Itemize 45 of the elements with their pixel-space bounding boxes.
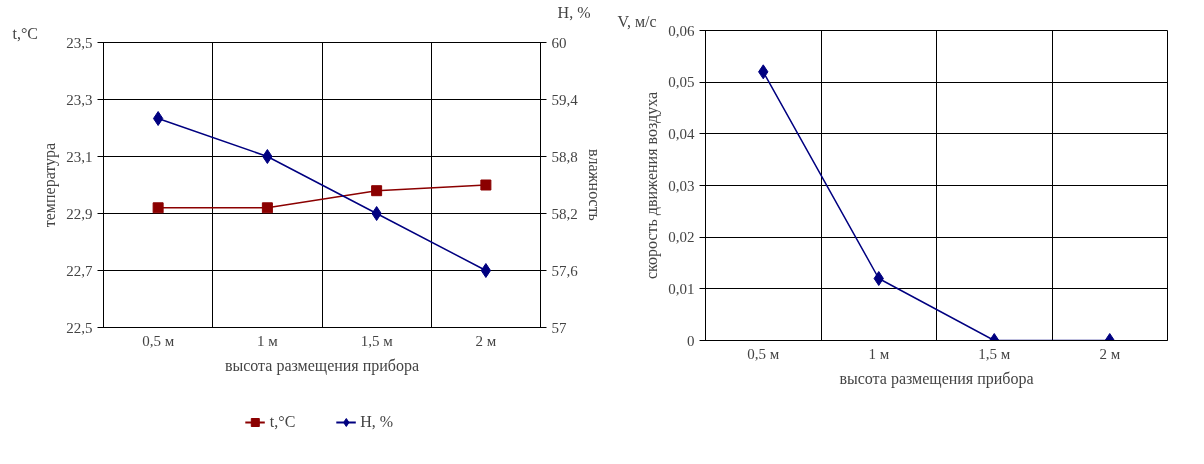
point	[152, 111, 164, 126]
legend-label: H, %	[360, 413, 394, 431]
point	[480, 263, 492, 278]
y-tick-label: 22,5	[66, 319, 93, 336]
y-tick-label: 0,02	[668, 229, 695, 246]
x-tick-label: 2 м	[475, 332, 497, 349]
y2-tick-label: 58,2	[551, 205, 578, 222]
point	[480, 179, 492, 191]
y-tick-label: 22,9	[66, 205, 93, 222]
y-tick-label: 23,5	[66, 34, 93, 51]
text: V, м/с	[617, 12, 657, 30]
y-axis-title: скорость движения воздуха	[643, 91, 662, 280]
y-axis-title: температура	[41, 142, 60, 228]
y2-tick-label: 58,8	[551, 148, 578, 165]
x-tick-label: 2 м	[1099, 345, 1121, 362]
y2-tick-label: 57,6	[551, 262, 579, 279]
point	[152, 202, 164, 214]
x-tick-label: 1 м	[868, 345, 890, 362]
y-tick-label: 0,05	[668, 74, 695, 91]
y-tick-label: 22,7	[66, 262, 93, 279]
legend-label: t,°C	[269, 413, 296, 431]
x-axis-title: высота размещения прибора	[224, 356, 420, 375]
y-tick-label: 0	[687, 332, 695, 349]
x-axis-title: высота размещения прибора	[839, 369, 1034, 388]
y2-tick-label: 57	[551, 319, 567, 336]
y-tick-label: 0,01	[668, 280, 695, 297]
y2-tick-label: 59,4	[551, 91, 579, 108]
y-tick-label: 0,04	[668, 125, 695, 142]
y2-axis-title: влажность	[585, 149, 603, 221]
text: t,°C	[12, 24, 39, 42]
y-tick-label: 23,3	[66, 91, 93, 108]
x-tick-label: 0,5 м	[747, 345, 780, 362]
y2-tick-label: 60	[551, 34, 567, 51]
x-tick-label: 0,5 м	[142, 332, 175, 349]
text: H, %	[557, 3, 591, 21]
x-tick-label: 1,5 м	[360, 332, 394, 349]
y-tick-label: 0,06	[668, 22, 695, 39]
x-tick-label: 1 м	[257, 332, 279, 349]
point	[371, 185, 383, 197]
point	[261, 202, 273, 214]
x-tick-label: 1,5 м	[978, 345, 1011, 362]
y-tick-label: 0,03	[668, 177, 695, 194]
point	[371, 206, 382, 221]
y-tick-label: 23,1	[66, 148, 93, 165]
point	[262, 149, 273, 164]
